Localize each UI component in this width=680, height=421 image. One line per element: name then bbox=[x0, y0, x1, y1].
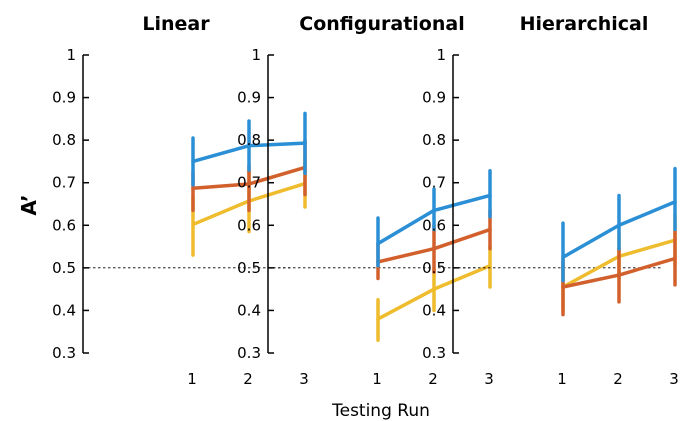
y-tick-label: 0.5 bbox=[52, 259, 76, 277]
y-tick-label: 0.4 bbox=[237, 301, 261, 319]
y-tick-label: 0.8 bbox=[237, 131, 261, 149]
x-tick-label: 2 bbox=[613, 370, 623, 388]
data-point bbox=[673, 200, 676, 203]
data-point bbox=[617, 224, 620, 227]
panel-hierarchical: Hierarchical 0.3 0.4 0.5 0.6 0.7 0.8 0.9 1 1 2 3 bbox=[422, 13, 679, 388]
data-point bbox=[376, 242, 379, 245]
y-tick-label: 0.6 bbox=[422, 216, 446, 234]
y-tick-label: 0.3 bbox=[422, 344, 446, 362]
y-tick-label: 0.3 bbox=[52, 344, 76, 362]
panel-linear: Linear 0.3 0.4 0.5 0.6 0.7 0.8 0.9 1 1 2 3 bbox=[52, 13, 309, 388]
x-tick-label: 3 bbox=[484, 370, 494, 388]
y-tick-label: 1 bbox=[251, 46, 261, 64]
x-tick-label: 2 bbox=[428, 370, 438, 388]
y-tick-label: 0.4 bbox=[52, 301, 76, 319]
data-point bbox=[561, 256, 564, 259]
y-tick-label: 0.8 bbox=[422, 131, 446, 149]
data-point bbox=[303, 142, 306, 145]
panel-title: Configurational bbox=[299, 13, 464, 35]
panel-title: Linear bbox=[142, 13, 210, 35]
data-point bbox=[617, 273, 620, 276]
data-point bbox=[376, 317, 379, 320]
panel-title: Hierarchical bbox=[520, 13, 649, 35]
panel-configurational: Configurational 0.3 0.4 0.5 0.6 0.7 0.8 0.9 1 1 2 3 bbox=[237, 13, 494, 388]
y-tick-label: 0.9 bbox=[422, 89, 446, 107]
data-point bbox=[488, 194, 491, 197]
data-point bbox=[673, 257, 676, 260]
y-tick-label: 0.7 bbox=[52, 174, 76, 192]
y-tick-label: 0.8 bbox=[52, 131, 76, 149]
data-point bbox=[191, 160, 194, 163]
x-axis-label: Testing Run bbox=[331, 401, 430, 421]
x-tick-label: 3 bbox=[669, 370, 679, 388]
y-tick-label: 0.4 bbox=[422, 301, 446, 319]
x-tick-label: 1 bbox=[187, 370, 197, 388]
data-point bbox=[432, 209, 435, 212]
y-tick-label: 0.6 bbox=[52, 216, 76, 234]
y-tick-label: 0.5 bbox=[237, 259, 261, 277]
y-tick-label: 0.9 bbox=[52, 89, 76, 107]
y-tick-label: 1 bbox=[436, 46, 446, 64]
data-point bbox=[191, 187, 194, 190]
x-tick-label: 2 bbox=[243, 370, 253, 388]
y-tick-label: 0.3 bbox=[237, 344, 261, 362]
y-tick-label: 0.5 bbox=[422, 259, 446, 277]
data-point bbox=[488, 264, 491, 267]
y-axis-label: A’ bbox=[17, 194, 41, 215]
data-point bbox=[432, 247, 435, 250]
y-tick-label: 0.7 bbox=[237, 174, 261, 192]
y-tick-label: 1 bbox=[66, 46, 76, 64]
y-tick-label: 0.9 bbox=[237, 89, 261, 107]
y-tick-label: 0.7 bbox=[422, 174, 446, 192]
data-point bbox=[488, 228, 491, 231]
x-tick-label: 3 bbox=[299, 370, 309, 388]
data-point bbox=[561, 285, 564, 288]
data-point bbox=[191, 223, 194, 226]
y-tick-label: 0.6 bbox=[237, 216, 261, 234]
data-point bbox=[432, 288, 435, 291]
x-tick-label: 1 bbox=[372, 370, 382, 388]
x-tick-label: 1 bbox=[557, 370, 567, 388]
